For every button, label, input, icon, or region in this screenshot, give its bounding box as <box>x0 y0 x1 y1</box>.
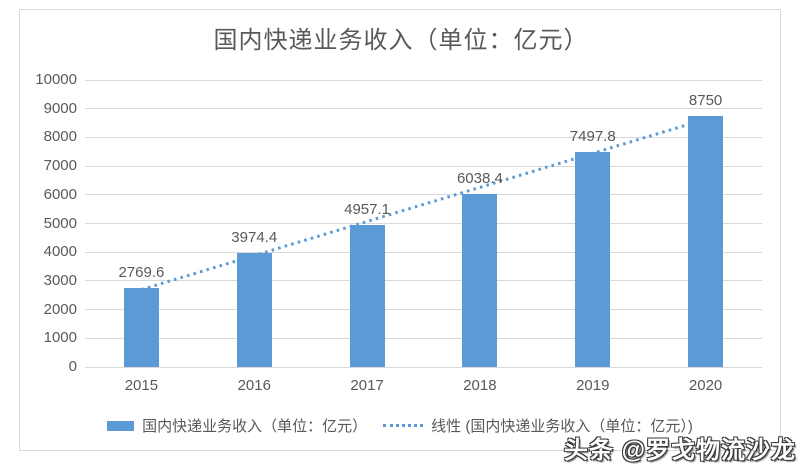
gridline <box>85 280 762 282</box>
bar-data-label: 2769.6 <box>118 263 165 281</box>
x-axis-tick-label: 2016 <box>237 377 271 394</box>
gridline <box>85 136 762 138</box>
gridline <box>85 108 762 110</box>
y-axis-tick-label: 8000 <box>43 128 77 146</box>
bar-2020 <box>688 115 724 367</box>
x-axis-tick-label: 2018 <box>463 377 497 394</box>
x-axis-tick-label: 2017 <box>350 377 384 394</box>
bar-2017 <box>349 224 385 367</box>
gridline <box>85 194 762 196</box>
bar-data-label: 4957.1 <box>344 200 391 218</box>
y-axis-tick-label: 4000 <box>43 243 77 261</box>
bar-2018 <box>462 193 498 367</box>
legend-series-label: 国内快递业务收入（单位：亿元） <box>142 418 368 435</box>
x-axis-tick-label: 2019 <box>576 377 610 394</box>
bar-2015 <box>123 287 159 367</box>
gridline <box>85 79 762 81</box>
bar-2016 <box>236 252 272 367</box>
bar-data-label: 6038.4 <box>456 169 503 187</box>
bar-data-label: 8750 <box>688 91 723 109</box>
legend-trend-label: 线性 (国内快递业务收入（单位：亿元）) <box>431 418 693 435</box>
gridline <box>85 251 762 253</box>
y-axis-tick-label: 0 <box>68 358 77 375</box>
legend-bar-swatch-icon <box>107 420 135 431</box>
legend: 国内快递业务收入（单位：亿元） 线性 (国内快递业务收入（单位：亿元）) <box>20 415 780 436</box>
y-axis-tick-label: 10000 <box>35 71 77 88</box>
chart-title: 国内快递业务收入（单位：亿元） <box>213 27 589 54</box>
x-axis-tick-label: 2015 <box>124 377 159 394</box>
y-axis-tick-label: 1000 <box>43 329 77 347</box>
watermark-toutiao: 头条 @罗戈物流沙龙 <box>563 437 796 464</box>
bar-data-label: 7497.8 <box>569 127 616 145</box>
gridline <box>85 165 762 167</box>
y-axis-tick-label: 9000 <box>43 99 77 117</box>
y-axis-tick-label: 3000 <box>43 271 77 289</box>
legend-trendline-swatch-icon <box>383 424 424 427</box>
gridline <box>85 309 762 311</box>
x-axis-tick-label: 2020 <box>688 377 723 394</box>
y-axis-tick-label: 2000 <box>43 300 77 318</box>
gridline <box>85 223 762 224</box>
y-axis-tick-label: 7000 <box>43 157 77 175</box>
bar-data-label: 3974.4 <box>231 228 278 246</box>
y-axis-tick-label: 5000 <box>43 214 77 232</box>
gridline <box>85 337 762 339</box>
gridline <box>85 366 762 368</box>
y-axis-tick-label: 6000 <box>43 185 77 203</box>
bar-2019 <box>575 151 611 367</box>
